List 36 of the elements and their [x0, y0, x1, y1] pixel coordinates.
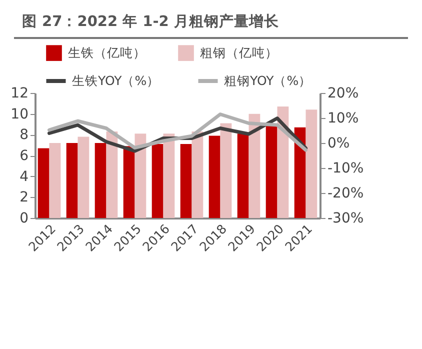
- bar: [123, 146, 135, 218]
- bar: [163, 134, 175, 218]
- bar: [66, 143, 78, 218]
- chart-title: 图 27：2022 年 1-2 月粗钢产量增长: [14, 12, 408, 39]
- bar: [106, 132, 118, 218]
- legend-label: 生铁YOY（%）: [72, 73, 160, 88]
- y-tick-label: 10: [10, 106, 28, 122]
- y-tick-label: 0: [20, 210, 28, 226]
- legend-label: 粗钢YOY（%）: [224, 73, 312, 88]
- bar: [134, 134, 146, 218]
- y2-tick-label: 0%: [328, 136, 350, 152]
- y-tick-label: 4: [20, 168, 29, 185]
- bar: [220, 123, 232, 218]
- bar: [237, 134, 249, 218]
- y2-tick-label: 10%: [328, 110, 359, 126]
- y-tick-label: 12: [10, 86, 28, 102]
- bar: [94, 143, 106, 218]
- bar: [208, 136, 220, 218]
- bar: [49, 143, 61, 218]
- y-tick-label: 6: [20, 148, 29, 164]
- y2-tick-label: -20%: [328, 186, 364, 202]
- bar: [192, 132, 204, 218]
- y-tick-label: 2: [20, 190, 28, 206]
- bar: [78, 136, 90, 218]
- y2-tick-label: -30%: [328, 210, 364, 226]
- bar: [38, 148, 50, 218]
- y2-tick-label: 20%: [328, 86, 359, 102]
- legend-label: 生铁（亿吨）: [68, 45, 146, 60]
- legend-label: 粗钢（亿吨）: [200, 45, 278, 60]
- bar: [180, 144, 192, 218]
- y2-tick-label: -10%: [328, 160, 364, 176]
- bar: [294, 127, 306, 218]
- y-tick-label: 8: [20, 127, 28, 144]
- bar: [306, 110, 318, 218]
- bar: [266, 125, 278, 218]
- bar: [152, 144, 164, 218]
